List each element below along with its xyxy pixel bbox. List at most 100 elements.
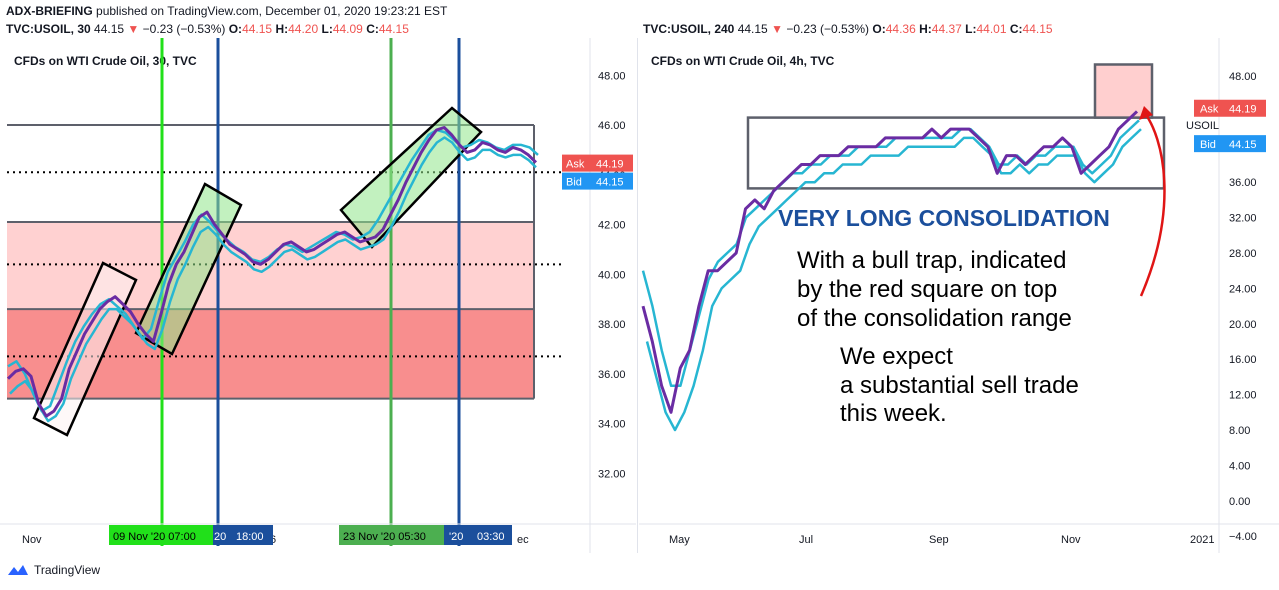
- right-chart[interactable]: CFDs on WTI Crude Oil, 4h, TVC 48.0044.0…: [639, 38, 1279, 553]
- price-tick-label: 4.00: [1229, 460, 1250, 472]
- price-line: [6, 126, 538, 418]
- right-low: 44.01: [976, 22, 1007, 36]
- price-tick-label: 48.00: [598, 70, 626, 82]
- price-tick-label: 36.00: [598, 369, 626, 381]
- upper-band-line: [641, 119, 1140, 388]
- time-tick-label: Nov: [1061, 534, 1081, 546]
- ask-price: 44.19: [1229, 104, 1257, 116]
- c-label: C:: [1009, 22, 1023, 36]
- o-label: O:: [872, 22, 886, 36]
- price-tick-label: 32.00: [1229, 213, 1257, 225]
- time-marker-label-bg: [109, 525, 213, 545]
- time-tick-label: Jul: [799, 534, 813, 546]
- time-marker-label: '20: [449, 531, 463, 543]
- time-marker-label: 03:30: [477, 531, 505, 543]
- annotation-headline: VERY LONG CONSOLIDATION: [778, 205, 1110, 231]
- publish-info: ADX-BRIEFING published on TradingView.co…: [6, 4, 447, 18]
- bid-label: Bid: [1200, 139, 1216, 151]
- bid-price: 44.15: [596, 177, 624, 189]
- annotation-text: With a bull trap, indicated: [797, 247, 1066, 274]
- price-tick-label: 20.00: [1229, 319, 1257, 331]
- time-tick-label: ec: [517, 534, 529, 546]
- ask-tag-bg: [1194, 99, 1224, 117]
- time-marker-label-bg: [213, 525, 273, 545]
- o-label: O:: [228, 22, 243, 36]
- bid-price-bg: [590, 172, 633, 190]
- right-close: 44.15: [1022, 22, 1053, 36]
- ask-label: Ask: [1200, 104, 1219, 116]
- bull-trap-box: [1093, 63, 1154, 119]
- publisher-name: ADX-BRIEFING: [6, 4, 93, 18]
- left-price: 44.15: [94, 22, 125, 36]
- curved-arrow: [1139, 111, 1166, 297]
- time-tick-label: 2021: [1190, 534, 1214, 546]
- ask-price-bg: [1224, 99, 1266, 117]
- price-tick-label: 42.00: [598, 220, 626, 232]
- symbol-label: USOIL: [1186, 120, 1219, 132]
- h-label: H:: [919, 22, 932, 36]
- left-symbol[interactable]: TVC:USOIL, 30: [6, 22, 91, 36]
- right-change: −0.23 (−0.53%): [786, 22, 870, 36]
- ask-label: Ask: [566, 159, 585, 171]
- right-chart-title: CFDs on WTI Crude Oil, 4h, TVC: [651, 54, 835, 68]
- annotation-text: a substantial sell trade: [840, 372, 1079, 399]
- time-tick-label: Nov: [22, 534, 42, 546]
- l-label: L:: [965, 22, 977, 36]
- price-tick-label: 16.00: [1229, 354, 1257, 366]
- price-tick-label: 46.00: [598, 120, 626, 132]
- right-symbol[interactable]: TVC:USOIL, 240: [643, 22, 735, 36]
- bid-tag-bg: [1194, 135, 1224, 153]
- bid-tag-bg: [562, 172, 590, 190]
- annotation-text: of the consolidation range: [797, 305, 1072, 332]
- price-tick-label: 36.00: [1229, 177, 1257, 189]
- left-chart[interactable]: CFDs on WTI Crude Oil, 30, TVC 48.00 46.0…: [0, 38, 636, 553]
- right-price: 44.15: [737, 22, 768, 36]
- left-symbol-line: TVC:USOIL, 30 44.15 ▼ −0.23 (−0.53%) O:4…: [6, 22, 409, 36]
- time-tick-label: May: [669, 534, 690, 546]
- consolidation-range-box: [746, 116, 1166, 190]
- right-symbol-line: TVC:USOIL, 240 44.15 ▼ −0.23 (−0.53%) O:…: [643, 22, 1053, 36]
- h-label: H:: [275, 22, 289, 36]
- lower-band-line: [9, 136, 537, 423]
- footer-brand[interactable]: TradingView: [34, 563, 101, 577]
- footer: TradingView: [6, 563, 100, 577]
- time-marker-label: 18:00: [236, 531, 264, 543]
- price-tick-label: 8.00: [1229, 425, 1250, 437]
- left-open: 44.15: [242, 22, 273, 36]
- tradingview-logo-icon: [8, 565, 28, 575]
- annotation-text: this week.: [840, 400, 947, 427]
- ask-tag-bg: [562, 154, 590, 172]
- ask-price: 44.19: [596, 159, 624, 171]
- panel-divider: [637, 38, 638, 553]
- down-arrow-icon: ▼: [771, 22, 783, 36]
- price-tick-label: 38.00: [598, 319, 626, 331]
- published-text: published on TradingView.com, December 0…: [96, 4, 448, 18]
- time-marker-label-bg: [444, 525, 512, 545]
- price-tick-label: 48.00: [1229, 71, 1257, 83]
- annotation-text: We expect: [840, 343, 953, 370]
- arrow-head-icon: [1139, 106, 1153, 120]
- time-marker-label-bg: [339, 525, 445, 545]
- left-close: 44.15: [378, 22, 409, 36]
- lower-band-line: [645, 128, 1142, 432]
- l-label: L:: [321, 22, 333, 36]
- time-marker-label: 23 Nov '20 05:30: [343, 531, 426, 543]
- time-tick-label: 6: [270, 534, 276, 546]
- time-marker-label: 09 Nov '20 07:00: [113, 531, 196, 543]
- left-low: 44.09: [332, 22, 363, 36]
- price-tick-label: 28.00: [1229, 248, 1257, 260]
- price-tick-label: 0.00: [1229, 496, 1250, 508]
- price-tick-label: 40.00: [598, 269, 626, 281]
- bid-price: 44.15: [1229, 139, 1257, 151]
- right-open: 44.36: [885, 22, 916, 36]
- price-tick-label: 32.00: [598, 468, 626, 480]
- trend-channel-box: [339, 106, 483, 249]
- left-high: 44.20: [288, 22, 319, 36]
- price-tick-label: 12.00: [1229, 390, 1257, 402]
- right-high: 44.37: [931, 22, 962, 36]
- price-tick-label: 34.00: [598, 419, 626, 431]
- time-tick-label: Sep: [929, 534, 949, 546]
- price-line: [641, 110, 1139, 414]
- ask-price-bg: [590, 154, 633, 172]
- c-label: C:: [366, 22, 379, 36]
